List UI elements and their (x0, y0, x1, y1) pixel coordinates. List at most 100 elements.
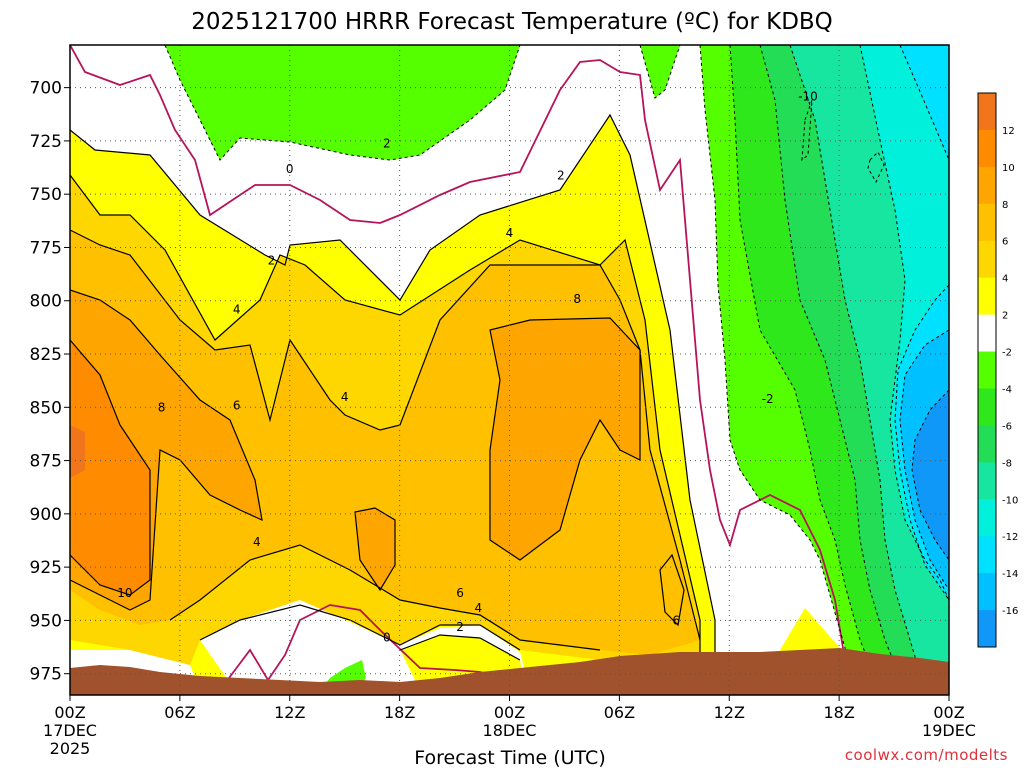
terrain (70, 648, 949, 695)
colorbar-swatch (978, 166, 996, 205)
contour-8b (489, 317, 641, 561)
colorbar-tick-label: 8 (1002, 200, 1008, 211)
x-tick-label: 18Z (384, 703, 415, 722)
colorbar-tick-label: 6 (1002, 237, 1008, 248)
colorbar-swatch (978, 388, 996, 426)
chart-title: 2025121700 HRRR Forecast Temperature (ºC… (191, 9, 833, 35)
contour-6-low (169, 544, 601, 651)
colorbar-tick-label: 10 (1002, 163, 1015, 174)
contour-label: 0 (286, 162, 294, 176)
y-tick-label: 725 (30, 132, 62, 152)
contour-label: 6 (456, 586, 464, 600)
contour-label: 4 (233, 303, 241, 317)
colorbar-tick-label: 4 (1002, 274, 1008, 285)
colorbar-swatch (978, 351, 996, 389)
contour-label: 4 (253, 535, 261, 549)
y-tick-label: 950 (30, 611, 62, 631)
contour-label: 4 (341, 390, 349, 404)
y-axis-ticks: 700 725 750 775 800 825 850 875 900 925 950 975 (30, 79, 70, 685)
contour-8c (354, 507, 396, 592)
colorbar-swatch (978, 129, 996, 168)
contour-4-low (199, 604, 521, 651)
colorbar-swatch (978, 93, 996, 131)
colorbar-swatch (978, 536, 996, 574)
colorbar-swatch (978, 203, 996, 242)
contour-label: 4 (475, 601, 483, 615)
x-tick-label: 12Z (714, 703, 745, 722)
band-minus2-to-minus4-top-right (640, 45, 680, 98)
colorbar-tick-label: -12 (1002, 532, 1018, 543)
x-tick-date: 19DEC (922, 721, 976, 740)
colorbar-frame (977, 92, 997, 648)
x-tick-label: 18Z (823, 703, 854, 722)
contour-2-low (399, 634, 521, 661)
colorbar-swatch (978, 573, 996, 611)
contour-label: -10 (798, 89, 818, 103)
x-tick-label: 00Z (933, 703, 964, 722)
y-tick-label: 800 (30, 292, 62, 312)
x-tick-date: 18DEC (483, 721, 537, 740)
x-tick-date: 17DEC (43, 721, 97, 740)
x-tick-label: 12Z (274, 703, 305, 722)
contour-label: -2 (762, 392, 774, 406)
zero-contour (70, 45, 851, 691)
contour-2 (70, 113, 716, 690)
colorbar-swatch (978, 462, 996, 500)
colorbar-swatch (978, 499, 996, 537)
colorbar-tick-label: -14 (1002, 569, 1018, 580)
colorbar-swatch (978, 610, 996, 648)
contour-6 (70, 229, 701, 641)
colorbar-tick-label: -2 (1002, 348, 1012, 359)
credit-text: coolwx.com/modelts (845, 746, 1008, 764)
y-tick-label: 775 (30, 238, 62, 258)
colorbar: 12 10 8 6 4 2 -2 -4 -6 -8 -10 -12 -14 -16 (977, 92, 1018, 648)
y-tick-label: 925 (30, 558, 62, 578)
zero-contour-low (219, 604, 511, 691)
y-tick-label: 875 (30, 452, 62, 472)
band-10-to-12 (70, 340, 150, 595)
y-tick-label: 700 (30, 79, 62, 99)
contour-label: 0 (383, 631, 391, 645)
colorbar-tick-label: -6 (1002, 421, 1012, 432)
contour-6-pocket (659, 553, 685, 627)
contour-label: 2 (456, 620, 464, 634)
contour-label: 4 (506, 226, 514, 240)
colorbar-tick-label: -4 (1002, 384, 1012, 395)
colorbar-swatch (978, 277, 996, 316)
contour-label: 10 (117, 586, 132, 600)
plot-area (70, 45, 949, 695)
contour-10 (70, 339, 151, 596)
contour-label: 8 (573, 292, 581, 306)
x-tick-year: 2025 (50, 739, 91, 758)
colorbar-tick-label: -8 (1002, 458, 1012, 469)
y-tick-label: 825 (30, 345, 62, 365)
band-8-to-10 (70, 290, 640, 610)
colorbar-tick-label: 12 (1002, 126, 1015, 137)
contour-label: 6 (672, 614, 680, 628)
contour-label: 2 (383, 136, 391, 150)
colorbar-tick-label: -16 (1002, 606, 1018, 617)
cold-contours (164, 45, 949, 691)
y-tick-label: 750 (30, 185, 62, 205)
contour-label: 6 (233, 398, 241, 412)
contour-label: 2 (557, 168, 565, 182)
contour-label: 2 (268, 254, 276, 268)
band-12-plus (70, 425, 85, 478)
y-tick-label: 900 (30, 505, 62, 525)
colorbar-tick-label: -10 (1002, 495, 1018, 506)
colorbar-swatch (978, 240, 996, 279)
colorbar-swatch (978, 314, 996, 353)
grid-lines (70, 45, 949, 695)
y-tick-label: 850 (30, 398, 62, 418)
x-tick-label: 06Z (164, 703, 195, 722)
y-tick-label: 975 (30, 665, 62, 685)
colorbar-tick-label: 2 (1002, 311, 1008, 322)
contour-label: 8 (158, 401, 166, 415)
band-minus2-to-minus4-top (165, 45, 520, 160)
x-tick-label: 00Z (54, 703, 85, 722)
x-tick-label: 06Z (604, 703, 635, 722)
colorbar-swatch (978, 425, 996, 463)
x-tick-label: 00Z (494, 703, 525, 722)
